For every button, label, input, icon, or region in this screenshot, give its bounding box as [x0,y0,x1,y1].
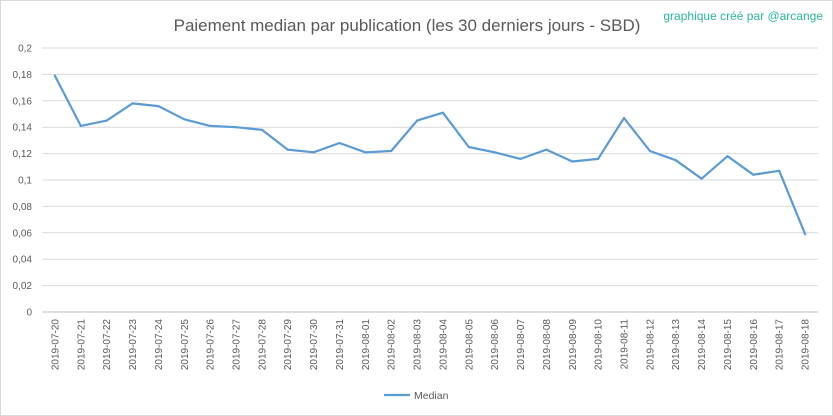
x-tick-label: 2019-08-03 [413,319,424,371]
x-tick-label: 2019-07-23 [128,319,139,371]
y-tick-label: 0,14 [13,123,33,134]
y-tick-label: 0,04 [13,255,33,266]
x-tick-label: 2019-07-30 [309,319,320,371]
x-tick-label: 2019-08-12 [645,319,656,371]
x-tick-label: 2019-08-17 [775,319,786,371]
x-tick-label: 2019-07-20 [50,319,61,371]
legend-label-median: Median [414,390,449,402]
data-point [545,148,548,151]
x-tick-label: 2019-08-15 [723,319,734,371]
data-point [286,148,289,151]
x-tick-label: 2019-07-31 [335,319,346,371]
x-tick-label: 2019-08-06 [490,319,501,371]
data-point [364,151,367,154]
y-axis-ticks: 0 0,02 0,04 0,06 0,08 0,1 0,12 0,14 0,16 0,18 0,2 [13,44,33,319]
x-tick-label: 2019-07-25 [180,319,191,371]
y-tick-label: 0,16 [13,96,33,107]
x-tick-label: 2019-08-08 [542,319,553,371]
chart-credit: graphique créé par @arcange [663,9,823,23]
data-point [622,116,626,120]
y-tick-label: 0,08 [13,202,33,213]
gridlines [42,47,818,313]
data-point [260,128,263,131]
x-axis-ticks: 2019-07-20 2019-07-21 2019-07-22 2019-07-23… [50,319,811,371]
y-tick-label: 0,2 [18,44,32,55]
data-point [597,157,600,160]
data-point [338,141,341,145]
x-tick-label: 2019-08-13 [671,319,682,371]
data-point [752,173,755,176]
y-tick-label: 0,06 [13,228,33,239]
data-point [467,145,470,149]
data-point [778,169,781,172]
x-tick-label: 2019-08-18 [801,319,812,371]
data-point [105,119,108,122]
data-point [312,151,315,154]
x-tick-label: 2019-08-04 [438,319,449,371]
data-point [157,104,160,108]
x-tick-label: 2019-08-09 [568,319,579,371]
x-tick-label: 2019-08-05 [464,319,475,371]
data-point [674,159,677,162]
series-layer [53,74,807,236]
x-tick-label: 2019-07-28 [257,319,268,371]
y-tick-label: 0,1 [18,176,32,187]
x-tick-label: 2019-07-29 [283,319,294,371]
x-tick-label: 2019-08-10 [594,319,605,371]
data-point [493,151,496,154]
y-tick-label: 0,18 [13,70,33,81]
data-point [441,111,445,114]
x-tick-label: 2019-07-22 [102,319,113,371]
data-point [390,149,393,153]
x-tick-label: 2019-08-14 [697,319,708,371]
x-tick-label: 2019-07-24 [154,319,165,371]
data-point [700,177,703,180]
data-point [648,149,651,153]
y-tick-label: 0 [26,308,32,319]
data-point [209,124,212,127]
data-point [131,102,134,105]
legend: Median [384,390,449,402]
x-tick-label: 2019-07-27 [232,319,243,371]
data-point [53,74,57,77]
data-point [79,124,82,127]
data-point [571,160,574,163]
series-line-median [53,74,807,236]
y-tick-label: 0,02 [13,281,33,292]
data-point [726,155,729,158]
x-tick-label: 2019-08-11 [620,319,631,370]
x-tick-label: 2019-08-02 [387,319,398,371]
x-tick-label: 2019-07-26 [206,319,217,371]
data-point [803,233,807,236]
data-point [234,126,238,129]
chart-title: Paiement median par publication (les 30 … [174,16,641,35]
x-tick-label: 2019-08-01 [361,319,372,371]
data-point [183,118,186,121]
x-tick-label: 2019-08-16 [749,319,760,371]
data-point [415,119,419,122]
y-tick-label: 0,12 [13,149,33,160]
x-tick-label: 2019-07-21 [76,319,87,371]
data-point [519,157,522,160]
x-tick-label: 2019-08-07 [516,319,527,371]
